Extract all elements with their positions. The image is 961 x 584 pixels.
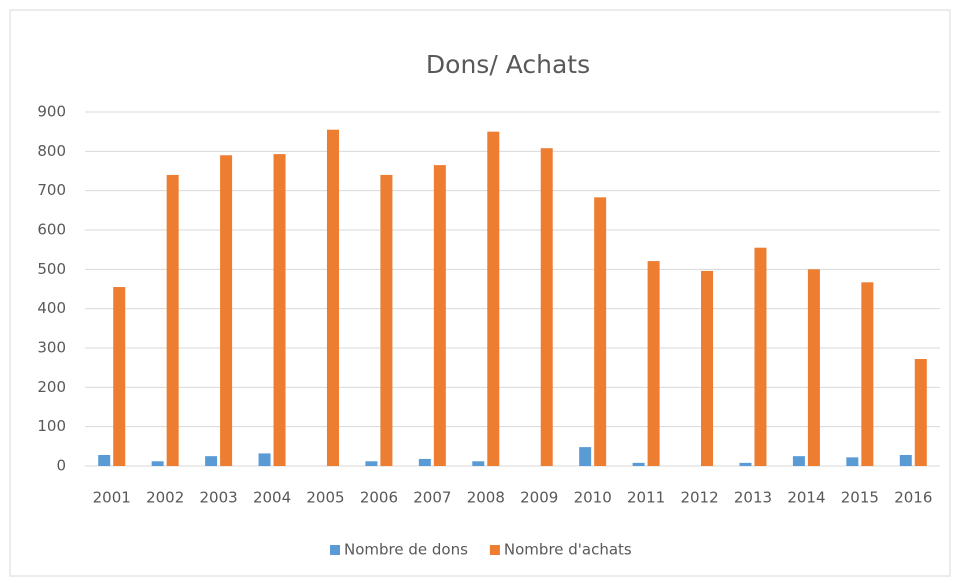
x-tick-label: 2005 [306,489,344,507]
x-tick-label: 2013 [734,489,772,507]
bar [220,155,233,466]
bar [365,461,378,466]
bar [861,282,874,466]
y-tick-label: 100 [37,417,66,435]
y-tick-label: 500 [37,260,66,278]
x-tick-label: 2009 [520,489,558,507]
bar [113,287,126,466]
bar [258,453,271,466]
y-tick-label: 300 [37,339,66,357]
x-tick-label: 2003 [200,489,238,507]
bar [433,165,446,466]
x-tick-label: 2011 [627,489,665,507]
bar [326,129,339,466]
x-tick-label: 2008 [467,489,505,507]
bar [418,458,431,466]
bar [273,154,286,466]
bar [754,247,767,466]
y-tick-label: 800 [37,142,66,160]
legend-swatch [489,545,500,555]
x-tick-label: 2015 [841,489,879,507]
x-tick-label: 2002 [146,489,184,507]
chart-title: Dons/ Achats [426,50,590,79]
bar [540,148,553,467]
bar [807,269,820,466]
bar [472,461,485,466]
x-tick-label: 2016 [894,489,932,507]
y-tick-label: 700 [37,181,66,199]
y-tick-label: 900 [37,103,66,121]
bar [594,197,607,466]
y-tick-label: 200 [37,378,66,396]
bar [487,131,500,466]
bar [846,457,859,466]
x-tick-label: 2007 [413,489,451,507]
legend-label: Nombre de dons [344,541,468,559]
legend-label: Nombre d'achats [504,541,632,559]
legend-swatch [330,545,340,555]
x-tick-label: 2010 [574,489,612,507]
bar [166,174,179,466]
x-tick-label: 2001 [93,489,131,507]
bar [151,461,164,466]
bar [98,454,111,466]
x-tick-label: 2006 [360,489,398,507]
y-tick-label: 0 [56,457,66,475]
x-tick-label: 2014 [787,489,825,507]
bar [792,456,805,466]
bar [701,270,714,466]
bar [205,456,218,466]
bar [647,261,660,466]
y-tick-label: 400 [37,299,66,317]
x-tick-label: 2012 [680,489,718,507]
bar [739,462,752,466]
y-tick-label: 600 [37,221,66,239]
x-tick-label: 2004 [253,489,291,507]
bar [380,174,393,466]
bar [899,454,912,466]
bar [914,359,927,466]
bar [579,447,592,466]
bar [632,462,645,466]
